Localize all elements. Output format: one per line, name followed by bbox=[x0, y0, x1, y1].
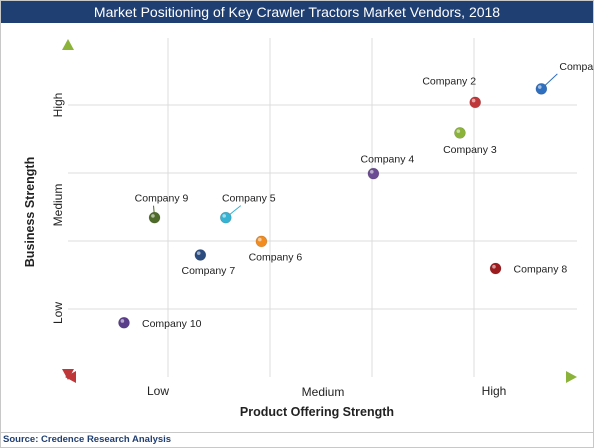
x-zone-medium: Medium bbox=[302, 385, 345, 399]
data-point-highlight bbox=[120, 319, 125, 323]
data-label-company-3: Company 3 bbox=[443, 144, 497, 156]
data-point-highlight bbox=[370, 170, 374, 174]
data-label-company-6: Company 6 bbox=[249, 251, 303, 263]
data-label-company-10: Company 10 bbox=[142, 318, 202, 330]
data-point-highlight bbox=[471, 98, 476, 103]
y-axis-top-arrowhead bbox=[62, 39, 74, 50]
y-axis-title: Business Strength bbox=[23, 157, 37, 267]
data-point-company-1 bbox=[535, 83, 548, 95]
x-axis-title: Product Offering Strength bbox=[240, 405, 394, 419]
data-point-highlight bbox=[492, 264, 496, 269]
y-axis-bottom-arrowhead bbox=[62, 369, 74, 380]
x-zone-high: High bbox=[482, 384, 507, 398]
y-zone-low: Low bbox=[51, 302, 65, 324]
data-point-company-6 bbox=[255, 235, 268, 248]
y-zone-medium: Medium bbox=[51, 184, 65, 227]
data-point-company-5 bbox=[219, 211, 232, 224]
data-label-company-8: Company 8 bbox=[514, 264, 568, 276]
chart-title: Market Positioning of Key Crawler Tracto… bbox=[1, 1, 593, 23]
data-points: Company 1 Company 2 Company 3 Company 4 Comp… bbox=[118, 61, 594, 330]
source-divider bbox=[0, 432, 594, 433]
data-point-company-4 bbox=[367, 167, 380, 180]
data-point-company-9 bbox=[148, 211, 161, 224]
x-axis-right-arrowhead bbox=[566, 371, 577, 383]
data-point-highlight bbox=[222, 214, 226, 218]
chart-grid bbox=[68, 38, 577, 377]
data-point-company-2 bbox=[469, 96, 482, 109]
data-label-company-9: Company 9 bbox=[135, 193, 189, 205]
data-label-company-7: Company 7 bbox=[181, 265, 235, 277]
data-label-company-4: Company 4 bbox=[361, 154, 415, 166]
data-point-company-7 bbox=[194, 249, 207, 261]
data-point-highlight bbox=[196, 251, 201, 255]
data-point-highlight bbox=[456, 129, 461, 133]
data-point-highlight bbox=[151, 214, 155, 218]
data-point-highlight bbox=[258, 237, 262, 242]
x-axis bbox=[65, 371, 577, 383]
data-label-company-2: Company 2 bbox=[422, 75, 476, 87]
data-label-company-5: Company 5 bbox=[222, 193, 276, 205]
data-point-company-8 bbox=[489, 262, 502, 275]
y-axis bbox=[62, 39, 74, 380]
data-label-company-1: Company 1 bbox=[559, 61, 594, 73]
x-zone-low: Low bbox=[147, 384, 169, 398]
source-note: Source: Credence Research Analysis bbox=[3, 434, 172, 445]
y-zone-high: High bbox=[51, 93, 65, 118]
x-axis-left-arrowhead bbox=[65, 371, 76, 383]
data-point-company-3 bbox=[454, 127, 466, 139]
data-point-company-10 bbox=[118, 316, 130, 329]
data-point-highlight bbox=[537, 85, 542, 89]
